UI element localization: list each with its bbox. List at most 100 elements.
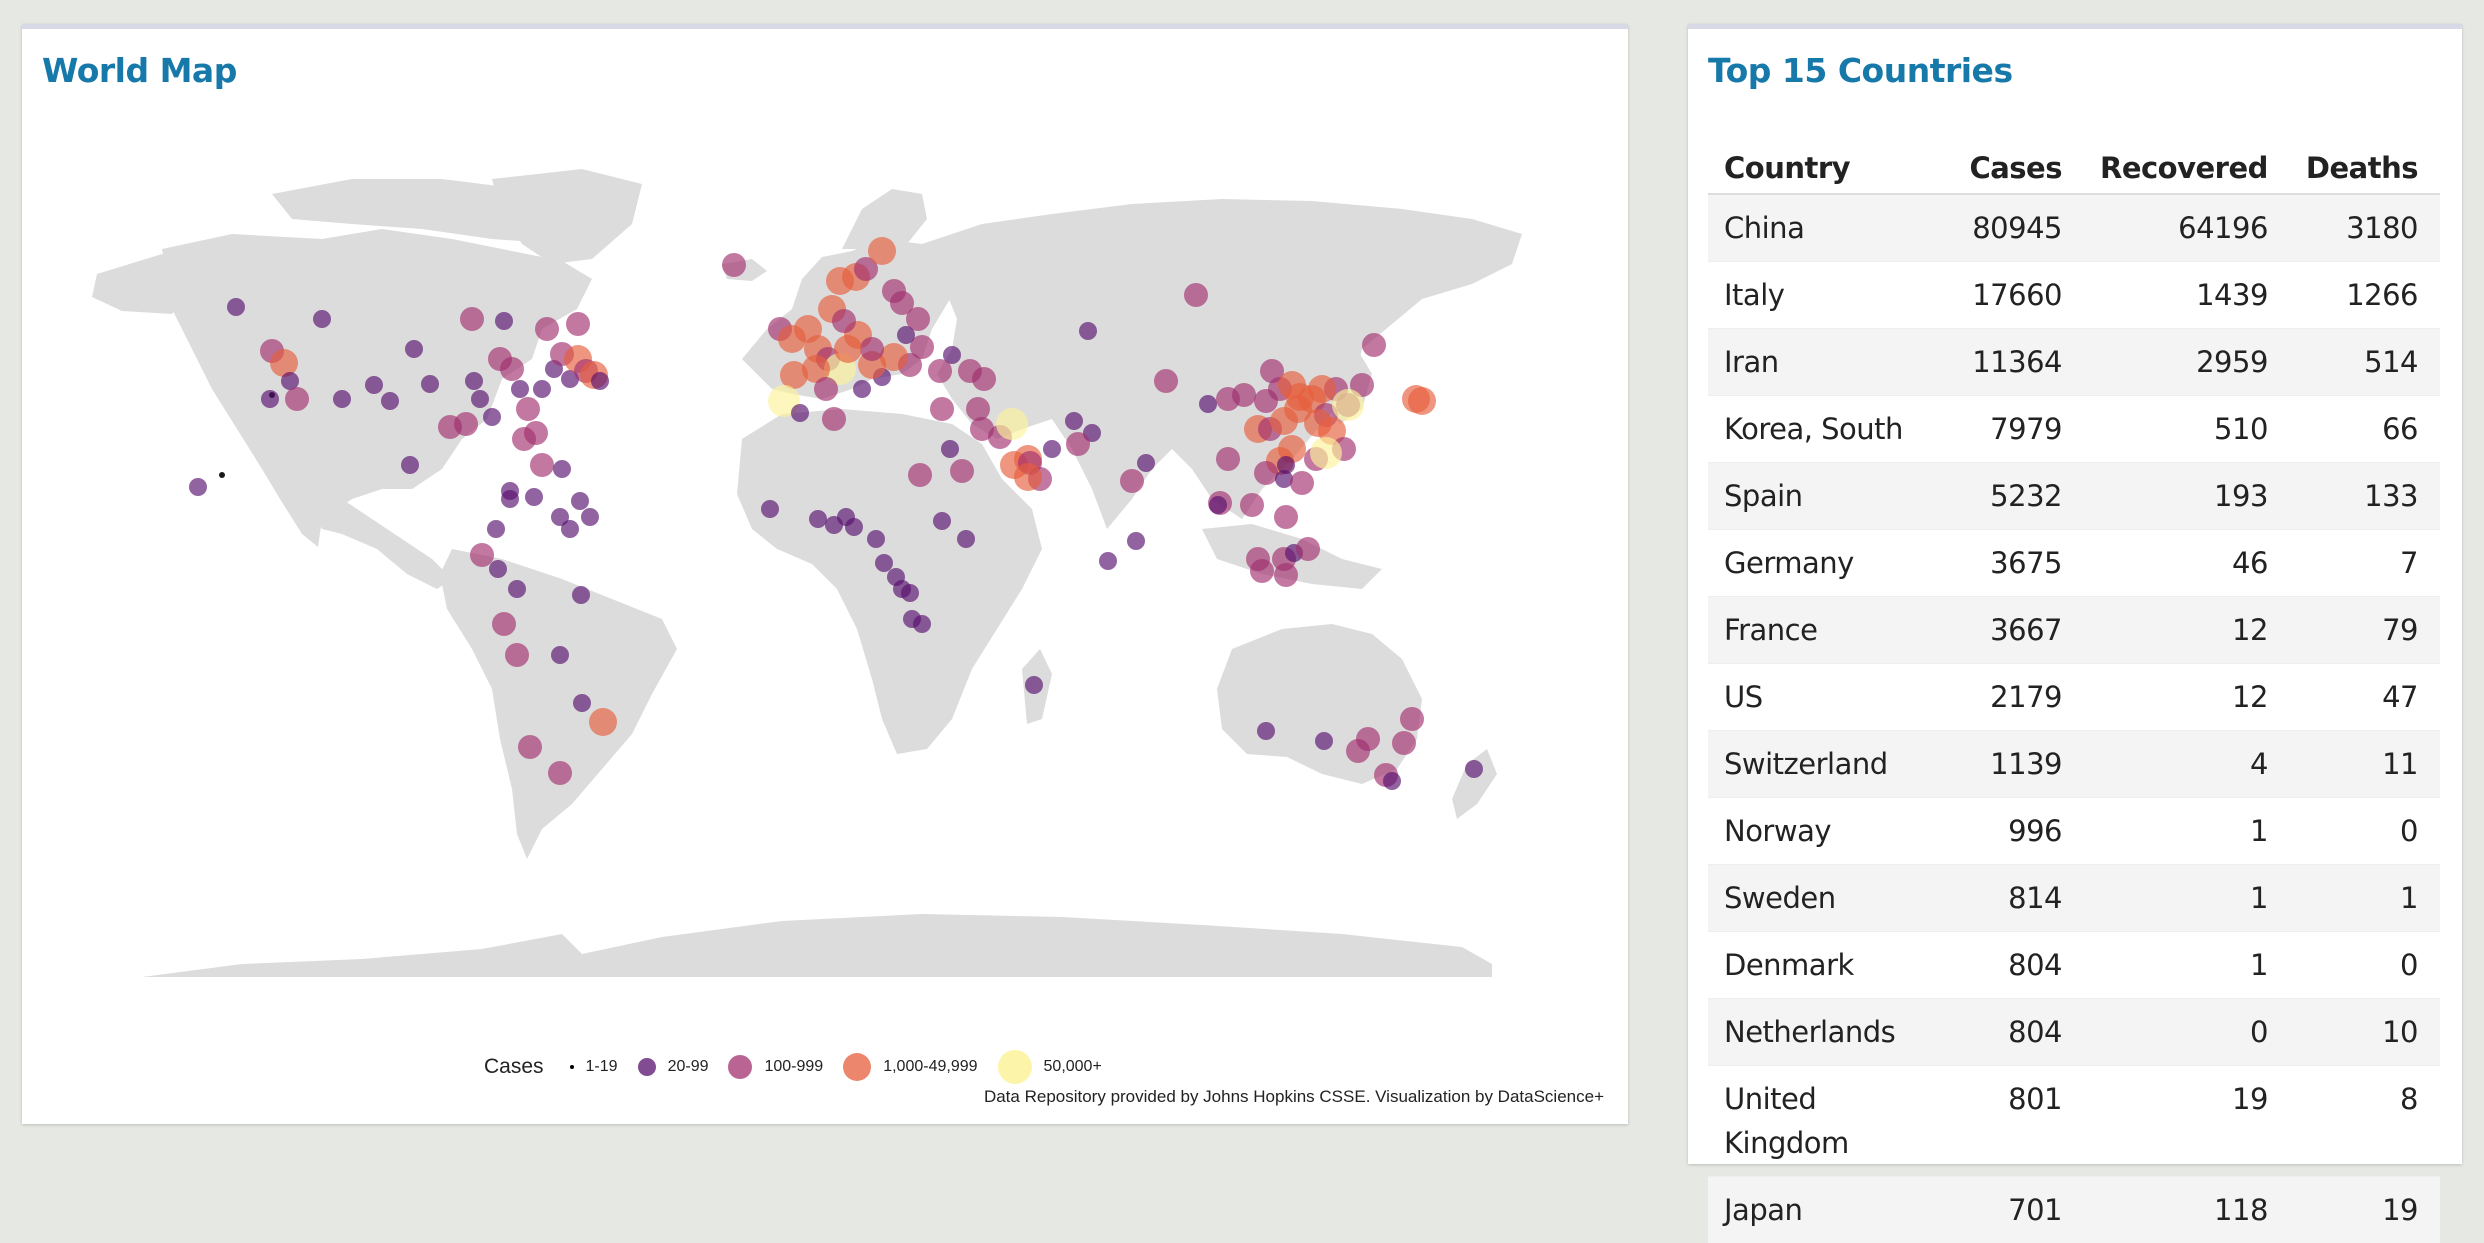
case-bubble[interactable] [868,237,896,265]
case-bubble[interactable] [313,310,331,328]
case-bubble[interactable] [1137,454,1155,472]
case-bubble[interactable] [227,298,245,316]
case-bubble[interactable] [530,453,554,477]
case-bubble[interactable] [1184,283,1208,307]
case-bubble[interactable] [566,312,590,336]
case-bubble[interactable] [525,488,543,506]
case-bubble[interactable] [533,380,551,398]
case-bubble[interactable] [571,492,589,510]
case-bubble[interactable] [832,309,856,333]
case-bubble[interactable] [908,463,932,487]
case-bubble[interactable] [487,520,505,538]
case-bubble[interactable] [189,478,207,496]
case-bubble[interactable] [1274,563,1298,587]
case-bubble[interactable] [405,340,423,358]
case-bubble[interactable] [470,543,494,567]
case-bubble[interactable] [901,584,919,602]
case-bubble[interactable] [548,761,572,785]
case-bubble[interactable] [1025,676,1043,694]
case-bubble[interactable] [860,337,884,361]
case-bubble[interactable] [780,361,808,389]
case-bubble[interactable] [1304,409,1332,437]
case-bubble[interactable] [518,735,542,759]
case-bubble[interactable] [950,459,974,483]
case-bubble[interactable] [1065,412,1083,430]
case-bubble[interactable] [483,408,501,426]
case-bubble[interactable] [1383,772,1401,790]
case-bubble[interactable] [761,500,779,518]
case-bubble[interactable] [875,554,893,572]
case-bubble[interactable] [1315,732,1333,750]
case-bubble[interactable] [1408,387,1436,415]
case-bubble[interactable] [591,372,609,390]
case-bubble[interactable] [845,518,863,536]
case-bubble[interactable] [219,472,225,478]
case-bubble[interactable] [471,390,489,408]
world-map[interactable] [22,29,1626,1124]
case-bubble[interactable] [1209,496,1227,514]
case-bubble[interactable] [581,508,599,526]
column-header-country[interactable]: Country [1708,139,1953,194]
case-bubble[interactable] [814,377,838,401]
case-bubble[interactable] [535,317,559,341]
case-bubble[interactable] [1014,463,1042,491]
case-bubble[interactable] [822,407,846,431]
case-bubble[interactable] [365,376,383,394]
case-bubble[interactable] [1254,461,1278,485]
case-bubble[interactable] [492,612,516,636]
case-bubble[interactable] [996,408,1028,440]
case-bubble[interactable] [1392,731,1416,755]
case-bubble[interactable] [1216,447,1240,471]
case-bubble[interactable] [501,482,519,500]
column-header-deaths[interactable]: Deaths [2290,139,2440,194]
case-bubble[interactable] [495,312,513,330]
case-bubble[interactable] [1043,440,1061,458]
case-bubble[interactable] [1127,532,1145,550]
case-bubble[interactable] [508,580,526,598]
case-bubble[interactable] [1154,369,1178,393]
case-bubble[interactable] [333,390,351,408]
case-bubble[interactable] [589,708,617,736]
case-bubble[interactable] [957,530,975,548]
case-bubble[interactable] [1232,383,1256,407]
case-bubble[interactable] [572,586,590,604]
case-bubble[interactable] [261,390,279,408]
case-bubble[interactable] [966,397,990,421]
case-bubble[interactable] [489,560,507,578]
case-bubble[interactable] [941,440,959,458]
case-bubble[interactable] [1257,722,1275,740]
case-bubble[interactable] [1362,333,1386,357]
case-bubble[interactable] [913,615,931,633]
case-bubble[interactable] [1356,727,1380,751]
case-bubble[interactable] [512,427,536,451]
case-bubble[interactable] [500,357,524,381]
case-bubble[interactable] [1286,383,1314,411]
case-bubble[interactable] [381,392,399,410]
case-bubble[interactable] [834,335,862,363]
case-bubble[interactable] [505,643,529,667]
case-bubble[interactable] [460,307,484,331]
case-bubble[interactable] [465,372,483,390]
case-bubble[interactable] [285,387,309,411]
case-bubble[interactable] [1099,552,1117,570]
case-bubble[interactable] [809,510,827,528]
column-header-cases[interactable]: Cases [1953,139,2084,194]
case-bubble[interactable] [791,404,809,422]
case-bubble[interactable] [1332,389,1364,421]
case-bubble[interactable] [930,397,954,421]
case-bubble[interactable] [1120,469,1144,493]
case-bubble[interactable] [1274,505,1298,529]
case-bubble[interactable] [1250,559,1274,583]
case-bubble[interactable] [1296,537,1320,561]
case-bubble[interactable] [928,359,952,383]
case-bubble[interactable] [421,375,439,393]
case-bubble[interactable] [551,646,569,664]
case-bubble[interactable] [1199,395,1217,413]
case-bubble[interactable] [553,460,571,478]
case-bubble[interactable] [454,412,478,436]
case-bubble[interactable] [516,397,540,421]
case-bubble[interactable] [511,380,529,398]
case-bubble[interactable] [561,520,579,538]
case-bubble[interactable] [825,516,843,534]
case-bubble[interactable] [1400,707,1424,731]
